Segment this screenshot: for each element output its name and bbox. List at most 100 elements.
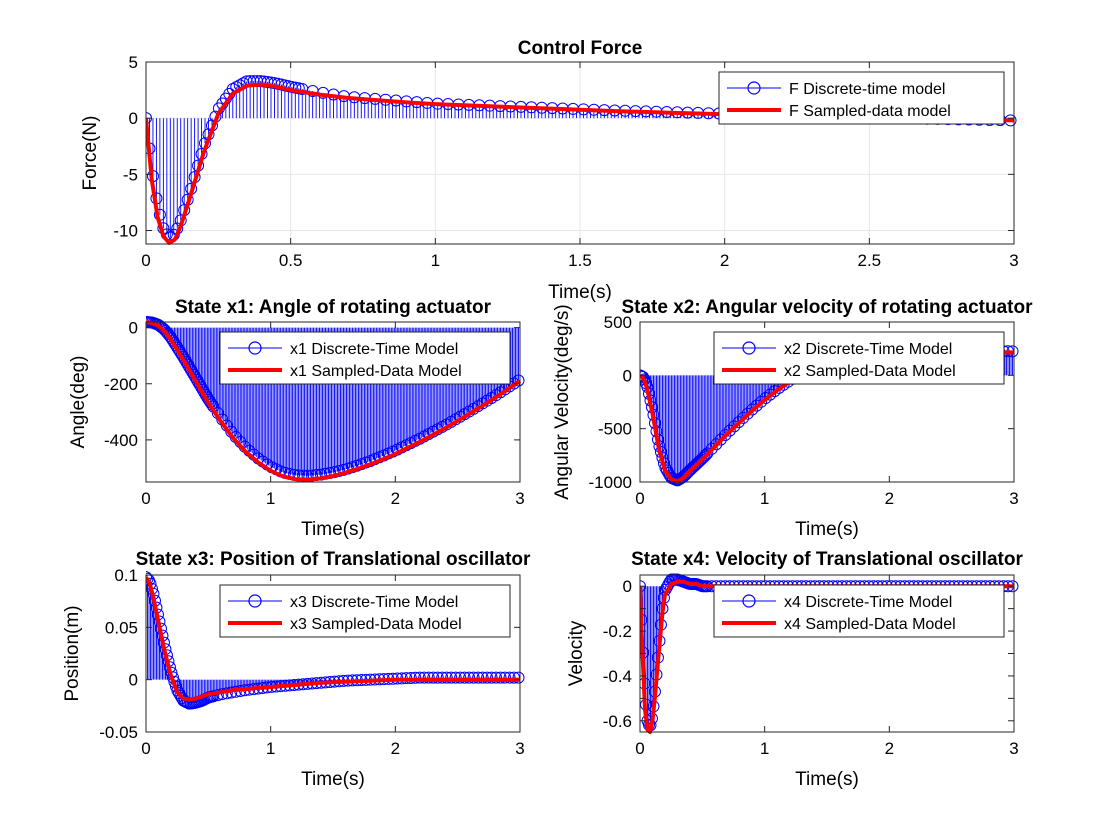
marker (476, 671, 489, 684)
marker (705, 442, 718, 455)
marker (481, 671, 494, 684)
legend-label: x2 Discrete-Time Model (784, 341, 952, 358)
y-tick-label: 0 (129, 319, 138, 338)
marker (714, 433, 727, 446)
y-tick-label: -10 (113, 222, 138, 241)
x-tick-label: 1 (760, 739, 769, 758)
legend-label: x1 Sampled-Data Model (290, 363, 462, 380)
legend: x3 Discrete-Time Model x3 Sampled-Data Mo… (219, 584, 511, 638)
x-axis-label: Time(s) (301, 769, 365, 790)
axes-box (145, 574, 521, 733)
marker (737, 411, 750, 424)
x-axis-label: Time(s) (795, 769, 859, 790)
legend-label: x3 Discrete-Time Model (290, 594, 458, 611)
x-tick-label: 1 (266, 489, 275, 508)
y-tick-label: 500 (604, 313, 632, 332)
y-tick-label: 0 (623, 577, 632, 596)
x-tick-label: 3 (515, 739, 524, 758)
marker (764, 388, 777, 401)
x-axis-label: Time(s) (301, 519, 365, 540)
series-line (146, 576, 520, 702)
marker (698, 450, 711, 463)
x-tick-label: 0 (141, 251, 150, 270)
legend-label: x4 Sampled-Data Model (784, 616, 956, 633)
legend-label: x3 Sampled-Data Model (290, 616, 462, 633)
marker (728, 420, 741, 433)
y-axis-label: Angular Velocity(deg/s) (552, 304, 573, 499)
x-tick-label: 0 (141, 739, 150, 758)
y-tick-label: 0.1 (114, 566, 138, 585)
y-axis-label: Position(m) (62, 605, 83, 701)
legend-label: x2 Sampled-Data Model (784, 363, 956, 380)
marker (503, 671, 516, 684)
subplot-force: 0 0.5 1 1.5 2 2.5 3 5 0 -5 -10 Control Force Time(s)… (80, 38, 1019, 303)
y-tick-label: -0.6 (603, 712, 632, 731)
x-tick-label: 1.5 (568, 251, 592, 270)
x-tick-label: 2.5 (858, 251, 882, 270)
x-tick-label: 3 (515, 489, 524, 508)
marker (427, 671, 440, 684)
x-tick-label: 0 (635, 739, 644, 758)
legend-box (219, 331, 511, 385)
marker (696, 452, 709, 465)
marker (723, 424, 736, 437)
y-tick-label: 0 (129, 671, 138, 690)
subplot-x1: 0 1 2 3 0 -200 -400 State x1: Angle of rotating… (68, 297, 525, 540)
x-tick-label: 3 (1009, 251, 1018, 270)
legend: x1 Discrete-Time Model x1 Sampled-Data Mo… (219, 331, 511, 385)
y-tick-label: -0.4 (603, 667, 632, 686)
marker (719, 428, 732, 441)
marker (156, 322, 169, 335)
legend-marker (747, 81, 761, 95)
x-tick-label: 1 (266, 739, 275, 758)
legend-box (713, 584, 1005, 638)
y-tick-label: -200 (104, 375, 138, 394)
marker (490, 671, 503, 684)
marker (640, 370, 648, 383)
marker (768, 385, 781, 398)
legend: x4 Discrete-Time Model x4 Sampled-Data Mo… (713, 584, 1005, 638)
legend-box (219, 584, 511, 638)
marker (499, 671, 512, 684)
marker (467, 671, 480, 684)
marker (431, 671, 444, 684)
y-tick-label: -500 (598, 420, 632, 439)
marker (512, 671, 525, 684)
legend: x2 Discrete-Time Model x2 Sampled-Data Mo… (713, 331, 1005, 385)
legend: F Discrete-time model F Sampled-data mode… (718, 71, 1005, 125)
y-axis-label: Force(N) (80, 116, 101, 191)
x-tick-label: 2 (885, 739, 894, 758)
marker (710, 438, 723, 451)
marker (746, 403, 759, 416)
marker (699, 448, 712, 461)
subplot-x4: 0 1 2 3 0 -0.2 -0.4 -0.6 State x4: Velocity of T… (566, 549, 1023, 790)
marker (413, 671, 426, 684)
marker (741, 407, 754, 420)
marker (701, 447, 714, 460)
marker (512, 374, 525, 387)
marker (678, 469, 691, 482)
series-line (146, 320, 522, 482)
x-tick-label: 1 (760, 489, 769, 508)
marker (732, 416, 745, 429)
marker (449, 671, 462, 684)
x-tick-label: 2 (391, 489, 400, 508)
axes-box (639, 321, 1015, 483)
legend-label: F Sampled-data model (789, 103, 951, 120)
legend-label: F Discrete-time model (789, 81, 945, 98)
marker (463, 671, 476, 684)
x-tick-label: 0 (141, 489, 150, 508)
y-axis-label: Velocity (566, 620, 587, 686)
marker (485, 671, 498, 684)
legend-marker (742, 341, 756, 355)
marker (695, 453, 708, 466)
marker (759, 392, 772, 405)
chart-title: Control Force (518, 38, 643, 59)
marker (458, 671, 471, 684)
x-tick-label: 3 (1009, 489, 1018, 508)
x-tick-label: 0 (635, 489, 644, 508)
marker (418, 671, 431, 684)
chart-title: State x3: Position of Translational osci… (136, 549, 531, 570)
x-tick-label: 2 (720, 251, 729, 270)
x-tick-label: 2 (391, 739, 400, 758)
